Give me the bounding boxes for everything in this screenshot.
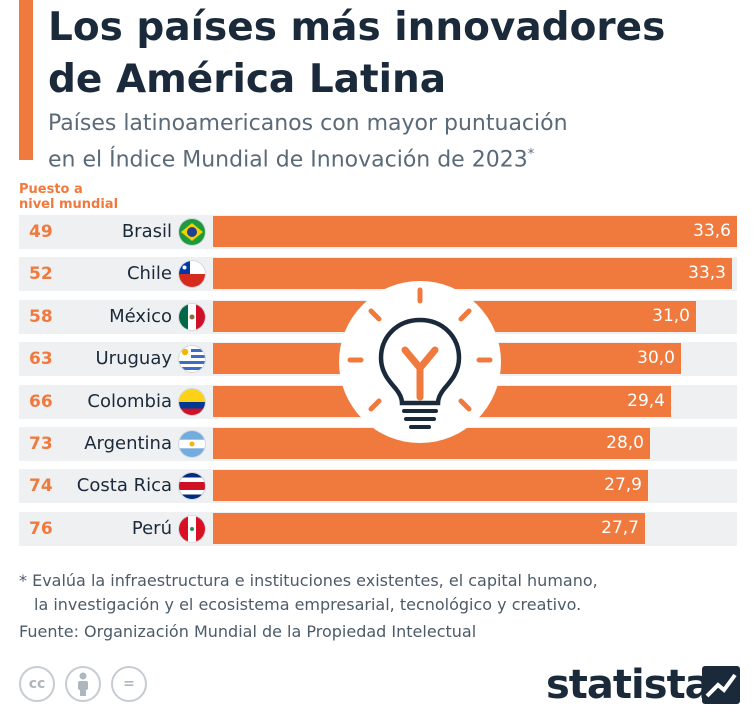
chile-flag-icon (178, 260, 206, 289)
category-label-argentina: Argentina (84, 433, 172, 454)
rank-column-header: Puesto a nivel mundial (19, 182, 179, 212)
data-label-costa-rica: 27,9 (604, 475, 642, 496)
chart-title: Los países más innovadores de América La… (48, 2, 748, 106)
bar-peru (213, 512, 645, 544)
uruguay-flag-icon (178, 345, 206, 374)
statista-mark-icon (702, 666, 740, 704)
data-label-chile: 33,3 (688, 263, 726, 284)
no-derivatives-icon[interactable]: = (111, 666, 147, 702)
rank-header-line-1: Puesto a (19, 182, 83, 197)
creative-commons-icon[interactable]: cc (19, 666, 55, 702)
costa-rica-flag-icon (178, 472, 206, 501)
rank-label-colombia: 66 (29, 391, 53, 412)
category-label-peru: Perú (131, 517, 172, 539)
chart-subtitle-line-2: en el Índice Mundial de Innovación de 20… (48, 139, 738, 175)
data-label-peru: 27,7 (601, 517, 639, 538)
lightbulb-icon (339, 281, 501, 443)
data-label-mexico: 31,0 (652, 305, 690, 326)
data-label-uruguay: 30,0 (637, 348, 675, 369)
source-note: Fuente: Organización Mundial de la Propi… (19, 622, 477, 641)
footnote: * Evalúa la infraestructura e institucio… (19, 569, 739, 617)
rank-header-line-2: nivel mundial (19, 197, 119, 212)
peru-flag-icon (178, 514, 206, 543)
bar-brasil (213, 216, 737, 247)
category-label-uruguay: Uruguay (95, 348, 173, 370)
rank-label-peru: 76 (29, 518, 53, 539)
rank-label-chile: 52 (29, 264, 53, 285)
brazil-flag-icon (178, 218, 206, 246)
bar-costa-rica (213, 470, 648, 502)
data-label-colombia: 29,4 (627, 390, 665, 411)
footnote-line-1: * Evalúa la infraestructura e institucio… (19, 571, 598, 590)
rank-label-brasil: 49 (29, 222, 53, 242)
subtitle-footnote-mark: * (527, 147, 535, 162)
chart-subtitle-line-1: Países latinoamericanos con mayor puntua… (48, 111, 568, 136)
statista-logo[interactable]: statista (546, 660, 746, 710)
rank-label-costa-rica: 74 (29, 476, 53, 497)
category-label-brasil: Brasil (121, 221, 172, 242)
category-label-mexico: México (109, 305, 172, 327)
chart-title-line-2: de América Latina (48, 57, 447, 102)
category-label-chile: Chile (126, 263, 172, 285)
category-label-colombia: Colombia (87, 390, 172, 412)
bar-chile (213, 258, 732, 290)
mexico-flag-icon (178, 302, 206, 331)
rank-label-argentina: 73 (29, 434, 53, 454)
data-label-brasil: 33,6 (693, 221, 731, 241)
chart-title-line-1: Los países más innovadores (48, 5, 666, 50)
chart-subtitle-line-2-text: en el Índice Mundial de Innovación de 20… (48, 147, 528, 173)
rank-label-mexico: 58 (29, 306, 53, 327)
accent-bar (19, 0, 33, 160)
argentina-flag-icon (178, 430, 206, 458)
rank-label-uruguay: 63 (29, 349, 53, 370)
category-label-costa-rica: Costa Rica (76, 475, 172, 497)
data-label-argentina: 28,0 (606, 433, 644, 453)
attribution-person-icon[interactable] (65, 666, 101, 702)
chart-subtitle: Países latinoamericanos con mayor puntua… (48, 108, 738, 175)
colombia-flag-icon (178, 387, 206, 416)
brand-wordmark: statista (546, 662, 712, 708)
footnote-line-2: la investigación y el ecosistema empresa… (34, 595, 582, 614)
person-icon (78, 672, 88, 696)
